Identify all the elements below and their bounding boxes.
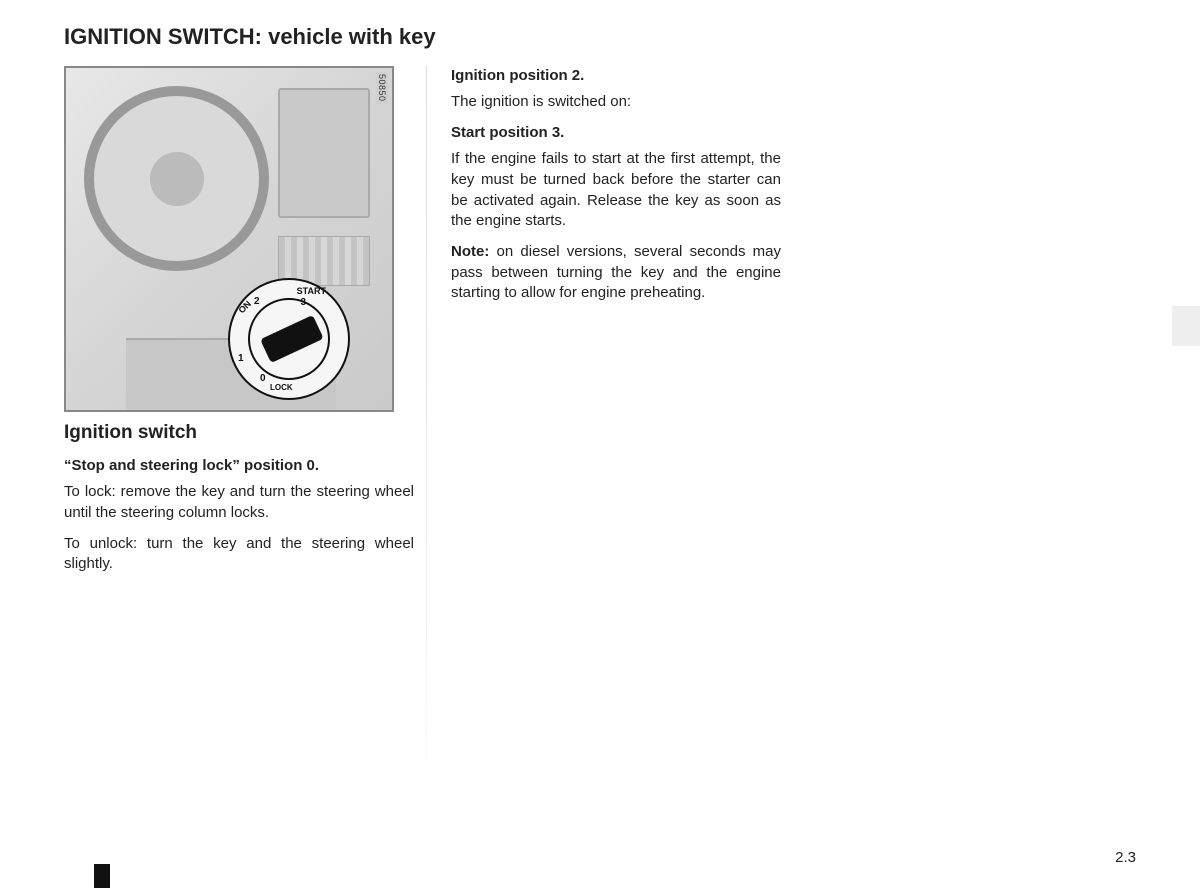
page-number: 2.3: [1115, 849, 1136, 866]
ignition-switch-detail: START 3 ON 2 1 0 LOCK: [228, 278, 350, 400]
label-0: 0: [260, 373, 266, 384]
label-1: 1: [238, 353, 244, 364]
diesel-note: Note: on diesel versions, several second…: [451, 242, 781, 304]
position-2-heading: Ignition position 2.: [451, 66, 781, 86]
label-start: START: [297, 286, 326, 296]
column-divider: [426, 66, 427, 826]
page-content: IGNITION SWITCH: vehicle with key 50850 …: [0, 0, 1200, 826]
page-title: IGNITION SWITCH: vehicle with key: [64, 24, 1136, 50]
ignition-figure: 50850 START 3 ON 2 1 0 LOCK: [64, 66, 394, 412]
steering-wheel-graphic: [84, 86, 269, 271]
label-lock: LOCK: [270, 383, 293, 392]
section-tab: [1172, 306, 1200, 346]
center-column: Ignition position 2. The ignition is swi…: [431, 66, 781, 826]
position-2-text: The ignition is switched on:: [451, 92, 781, 113]
infotainment-screen-graphic: [278, 88, 370, 218]
thumb-index-mark: [94, 864, 110, 888]
column-layout: 50850 START 3 ON 2 1 0 LOCK Ignition swi: [64, 66, 1136, 826]
ignition-switch-subheading: Ignition switch: [64, 422, 414, 444]
position-0-heading: “Stop and steering lock” position 0.: [64, 456, 414, 476]
position-3-heading: Start position 3.: [451, 123, 781, 143]
unlock-instruction: To unlock: turn the key and the steering…: [64, 534, 414, 575]
lock-instruction: To lock: remove the key and turn the ste…: [64, 482, 414, 523]
label-2: 2: [254, 296, 260, 307]
left-column: 50850 START 3 ON 2 1 0 LOCK Ignition swi: [64, 66, 414, 826]
position-3-text: If the engine fails to start at the firs…: [451, 149, 781, 232]
note-text: on diesel versions, several seconds may …: [451, 243, 781, 301]
label-3: 3: [300, 297, 306, 308]
note-label: Note:: [451, 243, 489, 260]
figure-reference-number: 50850: [376, 72, 388, 104]
label-on: ON: [236, 299, 253, 316]
